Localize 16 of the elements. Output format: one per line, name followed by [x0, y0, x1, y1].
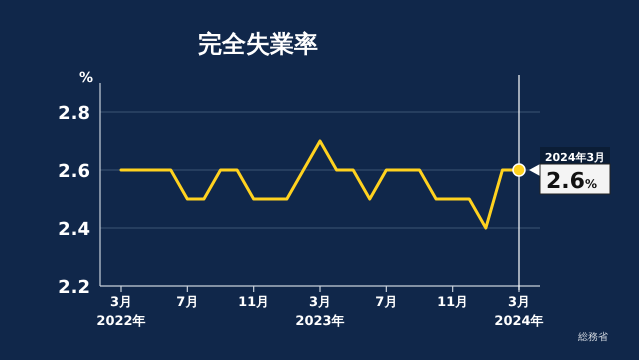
- x-tick-label: 7月: [176, 295, 198, 310]
- data-label: 2.6%: [546, 169, 598, 194]
- y-tick-label: 2.6: [58, 161, 90, 182]
- x-tick-label: 3月 2022年: [96, 295, 146, 329]
- y-tick-label: 2.4: [58, 219, 90, 240]
- x-tick-label: 3月 2023年: [295, 295, 345, 329]
- x-tick-label: 11月: [238, 295, 270, 310]
- chart-title: 完全失業率: [198, 30, 318, 58]
- y-tick-label: 2.2: [58, 277, 90, 298]
- y-axis-title: %: [78, 70, 94, 86]
- text: 総務省: [577, 331, 608, 343]
- x-tick-label: 11月: [437, 295, 468, 310]
- x-tick-label: 3月 2024年: [494, 295, 544, 329]
- y-tick-label: 2.8: [58, 103, 90, 124]
- x-tick-label: 7月: [375, 295, 398, 310]
- annotation: 2024年3月: [544, 151, 606, 164]
